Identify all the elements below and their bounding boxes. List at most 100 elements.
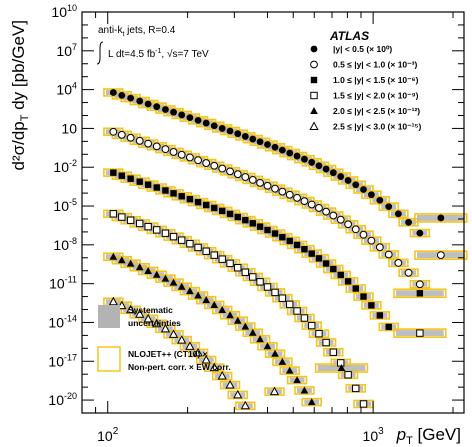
- data-point: [209, 362, 219, 372]
- data-point: [217, 370, 227, 380]
- data-point: [211, 204, 218, 212]
- data-point: [153, 103, 161, 111]
- data-point: [359, 400, 368, 408]
- theory-legend-label: NLOJET++ (CT10) ×: [128, 349, 208, 359]
- data-point: [322, 207, 330, 216]
- data-point: [144, 222, 152, 231]
- theory-band: [353, 185, 374, 194]
- data-point: [278, 187, 287, 196]
- data-point: [241, 133, 249, 140]
- y-tick-label: 10-8: [53, 236, 77, 253]
- data-point: [202, 296, 211, 304]
- data-point: [170, 108, 177, 116]
- data-point: [169, 278, 178, 286]
- data-point: [234, 264, 242, 272]
- data-point: [144, 181, 152, 188]
- plot-frame-border: [81, 11, 465, 414]
- data-point: [210, 122, 218, 130]
- data-point: [286, 149, 294, 157]
- data-point: [162, 187, 169, 194]
- data-point: [269, 386, 280, 396]
- data-point: [279, 233, 286, 241]
- y-tick-label: 10-14: [48, 313, 77, 330]
- legend-marker: [310, 76, 318, 84]
- theory-band: [345, 284, 366, 293]
- data-point: [308, 250, 315, 257]
- data-point: [278, 294, 287, 302]
- data-point: [202, 159, 211, 167]
- data-point: [233, 170, 242, 179]
- data-point: [117, 130, 126, 139]
- data-point: [367, 191, 375, 199]
- data-point: [307, 398, 316, 406]
- data-point: [233, 316, 242, 324]
- theory-band: [361, 301, 382, 310]
- legend-label: 2.0 ≤ |y| < 2.5 (× 10⁻¹²): [333, 106, 420, 116]
- data-point: [226, 259, 234, 268]
- data-point: [344, 371, 352, 379]
- data-point: [285, 190, 294, 199]
- theory-band: [369, 311, 391, 320]
- data-point: [351, 225, 360, 234]
- data-point: [263, 181, 272, 190]
- theory-band: [393, 328, 447, 338]
- theory-band: [361, 190, 382, 200]
- data-point: [210, 161, 219, 170]
- data-point: [218, 164, 227, 173]
- data-point: [202, 247, 210, 255]
- y-tick-label: 10-11: [49, 275, 77, 292]
- data-point: [336, 215, 345, 224]
- data-point: [161, 274, 170, 282]
- legend-label: 2.5 ≤ |y| < 3.0 (× 10⁻¹⁵): [333, 122, 421, 132]
- data-point: [152, 318, 162, 328]
- plot-frame: [81, 11, 465, 414]
- data-point: [110, 169, 117, 176]
- data-point: [376, 196, 384, 204]
- data-point: [352, 285, 359, 292]
- data-point: [194, 243, 202, 252]
- data-point: [177, 282, 186, 290]
- data-point: [242, 216, 249, 224]
- data-point: [249, 135, 257, 143]
- data-point: [293, 152, 301, 160]
- data-point: [178, 111, 186, 119]
- data-point: [286, 300, 294, 309]
- data-point: [218, 305, 227, 313]
- data-point: [169, 148, 178, 156]
- legend-marker: [310, 107, 318, 114]
- x-tick-label: 103: [363, 426, 385, 444]
- data-point: [385, 323, 392, 331]
- data-point: [135, 136, 144, 145]
- data-point: [144, 266, 152, 274]
- data-point: [161, 229, 170, 237]
- data-point: [263, 283, 272, 291]
- data-point: [404, 268, 413, 277]
- data-point: [300, 197, 309, 206]
- data-point: [322, 338, 330, 347]
- data-point: [186, 240, 194, 248]
- theory-legend-swatch: [97, 346, 121, 372]
- data-point: [256, 178, 264, 187]
- y-tick-label: 10-5: [53, 197, 77, 214]
- data-point: [177, 150, 186, 159]
- theory-band: [337, 176, 359, 185]
- data-point: [337, 364, 346, 372]
- theory-legend-label-2: Non-pert. corr. × EW corr.: [128, 362, 231, 372]
- data-point: [278, 146, 286, 154]
- data-point: [330, 265, 337, 273]
- data-point: [384, 250, 393, 259]
- data-point: [162, 106, 169, 113]
- data-point: [202, 119, 210, 127]
- data-point: [394, 259, 403, 267]
- data-point: [125, 304, 136, 314]
- data-point: [136, 178, 143, 185]
- data-point: [437, 214, 445, 222]
- data-point: [337, 173, 345, 180]
- data-point: [385, 203, 393, 211]
- data-point: [226, 311, 234, 319]
- data-point: [329, 169, 337, 177]
- data-point: [322, 165, 330, 173]
- data-point: [241, 322, 250, 330]
- systematic-legend-label-2: uncertainties: [128, 318, 181, 328]
